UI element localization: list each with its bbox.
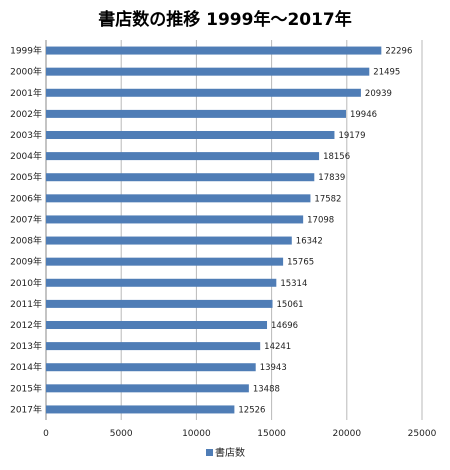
data-label: 13488 xyxy=(253,384,280,394)
x-tick-label: 5000 xyxy=(110,429,133,439)
bar xyxy=(46,321,267,329)
category-label: 2005年 xyxy=(10,171,42,183)
category-label: 2004年 xyxy=(10,150,42,162)
category-label: 2012年 xyxy=(10,319,42,331)
category-label: 2013年 xyxy=(10,340,42,352)
category-label: 2010年 xyxy=(10,277,42,289)
data-label: 20939 xyxy=(365,89,392,99)
bar xyxy=(46,152,319,160)
category-label: 2015年 xyxy=(10,382,42,394)
category-label: 2002年 xyxy=(10,108,42,120)
bar xyxy=(46,384,249,392)
bar xyxy=(46,279,276,287)
bar xyxy=(46,47,381,55)
bar xyxy=(46,363,256,371)
data-label: 17098 xyxy=(307,215,334,225)
category-label: 1999年 xyxy=(10,45,42,57)
data-label: 17582 xyxy=(314,194,341,204)
x-tick-label: 0 xyxy=(43,429,49,439)
x-tick-label: 15000 xyxy=(257,429,286,439)
bars xyxy=(46,47,381,414)
category-label: 2011年 xyxy=(10,298,42,310)
bar xyxy=(46,110,346,118)
bar xyxy=(46,237,292,245)
bar xyxy=(46,258,283,266)
bar xyxy=(46,215,303,223)
data-label: 15314 xyxy=(280,279,307,289)
data-label: 14241 xyxy=(264,342,291,352)
data-label: 22296 xyxy=(385,47,412,57)
chart-title: 書店数の推移 1999年～2017年 xyxy=(98,9,352,30)
data-label: 16342 xyxy=(296,237,323,247)
x-tick-label: 25000 xyxy=(408,429,437,439)
legend: 書店数 xyxy=(206,446,245,459)
data-label: 12526 xyxy=(238,405,265,415)
category-label: 2006年 xyxy=(10,192,42,204)
data-label: 19179 xyxy=(338,131,365,141)
x-tick-label: 20000 xyxy=(332,429,361,439)
data-label: 18156 xyxy=(323,152,350,162)
category-label: 2000年 xyxy=(10,66,42,78)
bar xyxy=(46,173,314,181)
bar xyxy=(46,194,310,202)
category-label: 2003年 xyxy=(10,129,42,141)
bar xyxy=(46,300,273,308)
data-label: 13943 xyxy=(260,363,287,373)
bar xyxy=(46,89,361,97)
data-label: 15061 xyxy=(277,300,304,310)
category-label: 2007年 xyxy=(10,213,42,225)
category-label: 2009年 xyxy=(10,256,42,268)
legend-label: 書店数 xyxy=(215,446,245,459)
legend-swatch xyxy=(206,449,213,456)
bar xyxy=(46,68,369,76)
data-label: 19946 xyxy=(350,110,377,120)
bar xyxy=(46,131,334,139)
data-label: 17839 xyxy=(318,173,345,183)
data-label: 15765 xyxy=(287,258,314,268)
data-label: 14696 xyxy=(271,321,298,331)
bar xyxy=(46,342,260,350)
category-label: 2017年 xyxy=(10,403,42,415)
category-label: 2008年 xyxy=(10,235,42,247)
bar xyxy=(46,405,234,413)
x-tick-label: 10000 xyxy=(182,429,211,439)
category-label: 2001年 xyxy=(10,87,42,99)
category-label: 2014年 xyxy=(10,361,42,373)
data-label: 21495 xyxy=(373,68,400,78)
